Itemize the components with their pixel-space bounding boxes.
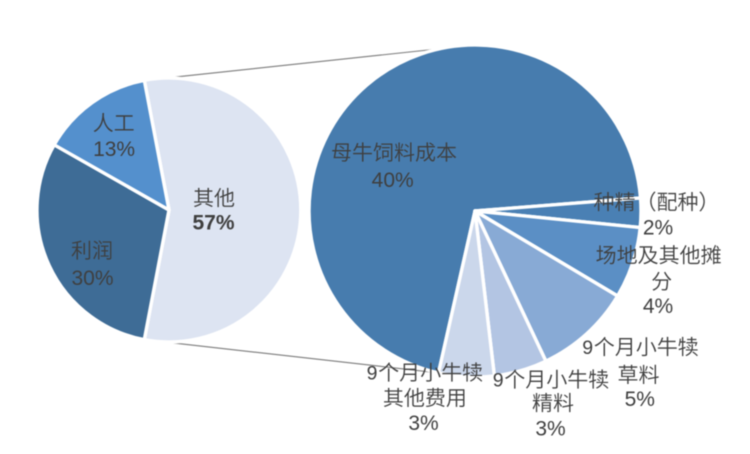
svg-text:3%: 3%: [408, 412, 438, 435]
svg-text:40%: 40%: [372, 169, 414, 192]
svg-text:30%: 30%: [71, 267, 113, 290]
svg-text:57%: 57%: [192, 212, 234, 235]
svg-text:13%: 13%: [93, 138, 135, 161]
svg-text:9: 9: [493, 370, 504, 392]
svg-text:9: 9: [582, 337, 593, 359]
svg-text:2%: 2%: [643, 217, 673, 240]
svg-text:9: 9: [367, 363, 378, 385]
svg-text:5%: 5%: [625, 388, 655, 411]
svg-text:3%: 3%: [535, 418, 565, 441]
svg-text:4%: 4%: [643, 295, 673, 318]
